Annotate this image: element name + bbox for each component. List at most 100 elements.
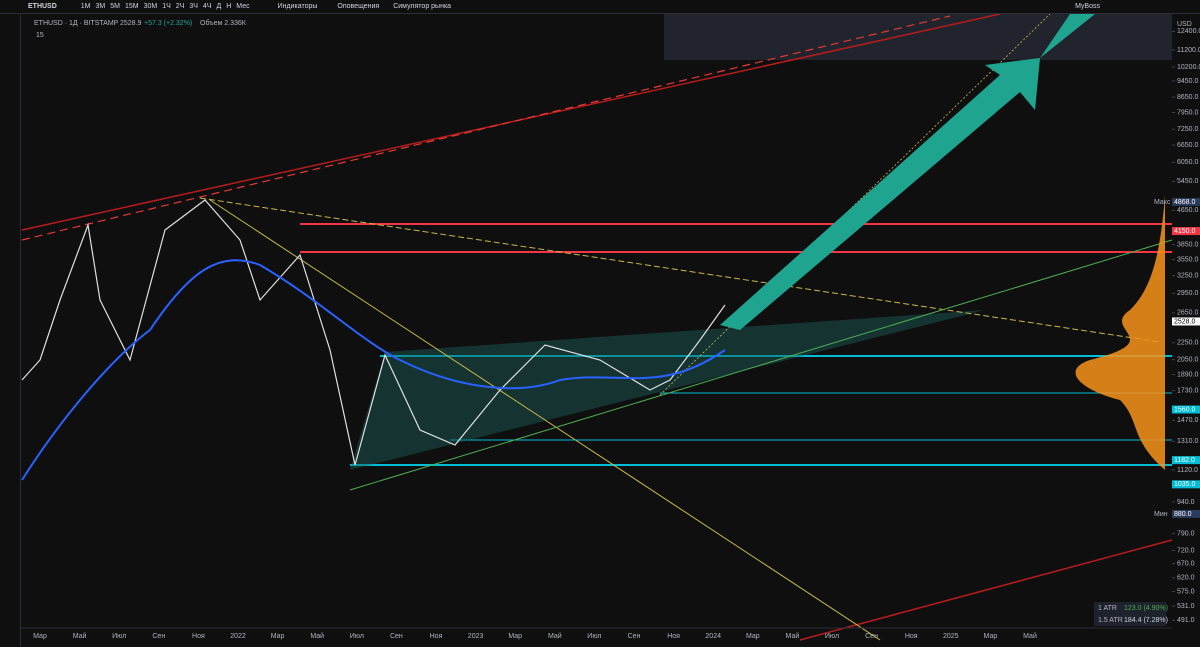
price-label: 9450.0	[1177, 78, 1199, 85]
time-label: Май	[786, 632, 800, 640]
indicators[interactable]: Индикаторы	[277, 3, 318, 10]
price-label: 1120.0	[1177, 467, 1198, 474]
price-label: 2250.0	[1177, 340, 1199, 347]
price-label: 11200.0	[1177, 47, 1200, 54]
price-label: 3550.0	[1177, 256, 1199, 263]
interval[interactable]: 3М	[95, 3, 106, 10]
trend-line	[21, 14, 1001, 231]
replay[interactable]: Симулятор рынка	[393, 3, 452, 10]
price-label: 940.0	[1177, 499, 1195, 506]
price-label: 2650.0	[1177, 310, 1199, 317]
time-label: Сен	[152, 633, 165, 640]
time-label: Мар	[508, 633, 522, 640]
time-label: Май	[548, 632, 562, 640]
time-label: Ноя	[430, 633, 443, 640]
time-label: Сен	[628, 633, 641, 640]
price-label: 10200.0	[1177, 64, 1200, 71]
interval-badge: 15	[36, 32, 44, 39]
interval[interactable]: 2Ч	[175, 3, 185, 10]
price-tag	[1172, 509, 1200, 518]
time-label: Мар	[33, 633, 47, 640]
atr-name: 1.5 ATR	[1098, 617, 1123, 624]
price-label: 7250.0	[1177, 126, 1199, 133]
price-label: 7950.0	[1177, 109, 1199, 116]
price-label: 8650.0	[1177, 94, 1199, 101]
atr-value: 184.4 (7.28%)	[1124, 617, 1168, 624]
time-label: Июл	[112, 633, 126, 640]
price-label: 720.0	[1177, 547, 1195, 554]
legend-volume: Объем 2.336К	[200, 19, 247, 27]
target-arrow	[720, 58, 1040, 330]
interval[interactable]: 5М	[110, 3, 120, 10]
interval[interactable]: 1М	[80, 3, 91, 10]
trend-line	[799, 539, 1173, 641]
atr-name: 1 ATR	[1098, 605, 1117, 612]
price-label: 2050.0	[1177, 357, 1199, 364]
price-tag-label: 4868.0	[1174, 199, 1196, 206]
price-label: 1470.0	[1177, 417, 1199, 424]
atr-value: 123.0 (4.90%)	[1124, 605, 1168, 612]
time-label: Май	[310, 632, 324, 640]
currency: USD	[1177, 21, 1192, 28]
price-label: 620.0	[1177, 575, 1195, 582]
time-label: Сен	[865, 633, 878, 640]
interval[interactable]: Д	[216, 3, 222, 10]
price-label: 4650.0	[1177, 207, 1199, 214]
interval[interactable]: 4Ч	[202, 3, 212, 10]
time-label: 2025	[943, 633, 959, 640]
atr-box	[1094, 602, 1166, 626]
price-tag-prefix: Мин	[1154, 511, 1168, 518]
interval[interactable]: 3Ч	[189, 3, 198, 10]
price-tag-label: 1182.0	[1174, 457, 1195, 464]
time-label: Июл	[825, 633, 839, 640]
time-label: 2023	[468, 633, 484, 640]
price-label: 575.0	[1177, 588, 1195, 595]
price-label: 6050.0	[1177, 159, 1199, 166]
time-label: Мар	[271, 633, 285, 640]
price-label: 491.0	[1177, 617, 1195, 624]
price-tag	[1172, 405, 1200, 414]
price-label: 670.0	[1177, 561, 1195, 568]
volume-profile	[1075, 195, 1165, 470]
price-label: 2950.0	[1177, 290, 1199, 297]
interval[interactable]: 30М	[143, 3, 158, 10]
time-label: Июл	[350, 633, 364, 640]
price-tag-label: 4150.0	[1174, 228, 1196, 235]
moving-average	[21, 259, 726, 481]
price-tag	[1172, 227, 1200, 236]
price-tag	[1172, 317, 1200, 326]
drawings	[21, 14, 1173, 641]
interval[interactable]: Мес	[236, 3, 250, 10]
drawing-toolbar	[0, 14, 21, 647]
target-zone	[664, 14, 1172, 60]
price-label: 1730.0	[1177, 387, 1199, 394]
price-tag	[1172, 480, 1200, 489]
legend-change: +57.3 (+2.32%)	[144, 20, 192, 27]
interval[interactable]: 15М	[124, 3, 139, 10]
time-label: Ноя	[667, 633, 680, 640]
time-label: Июл	[587, 633, 601, 640]
time-label: Май	[73, 632, 87, 640]
price-label: 3850.0	[1177, 242, 1199, 249]
price-label: 3250.0	[1177, 272, 1199, 279]
alerts[interactable]: Оповещения	[337, 3, 380, 10]
target-arrow	[1040, 14, 1095, 58]
price-label: 1310.0	[1177, 438, 1199, 445]
time-label: Мар	[746, 633, 760, 640]
interval[interactable]: Н	[226, 3, 232, 10]
price-label: 1890.0	[1177, 371, 1199, 378]
price-tag-prefix: Макс	[1154, 199, 1171, 206]
symbol[interactable]: ETHUSD	[28, 3, 57, 10]
interval[interactable]: 1Ч	[162, 3, 171, 10]
price-label: 12400.0	[1177, 28, 1200, 35]
trend-line	[349, 239, 1173, 491]
legend-title: ETHUSD · 1Д · BITSTAMP	[34, 20, 119, 27]
price-tag-label: 2528.0	[1174, 318, 1196, 325]
price-tag	[1172, 456, 1200, 465]
time-label: Ноя	[905, 633, 918, 640]
user[interactable]: MyBoss	[1075, 3, 1100, 10]
price-tag-label: 880.0	[1174, 511, 1192, 518]
time-label: 2022	[230, 633, 246, 640]
price-axis: 12400.0 11200.0 10200.0 9450.0 8650.0 7950.0 7…	[1154, 28, 1200, 624]
